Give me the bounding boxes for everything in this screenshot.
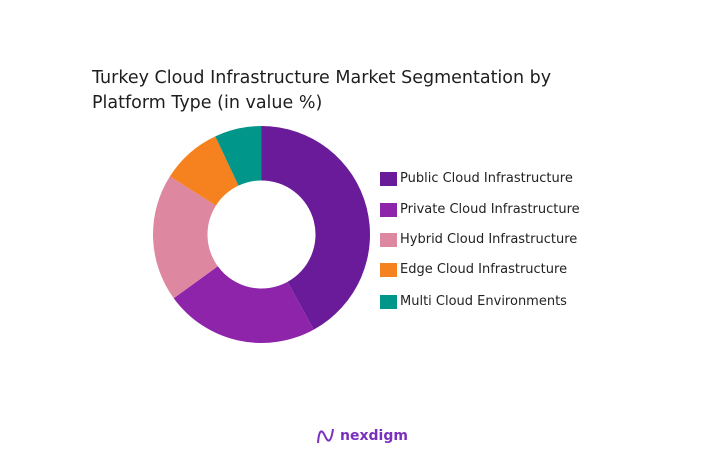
slice-hybrid-cloud-infrastructure: [153, 176, 218, 299]
legend-swatch: [380, 294, 397, 309]
slice-multi-cloud-environments: [215, 126, 262, 186]
legend-label: Hybrid Cloud Infrastructure: [400, 232, 578, 247]
legend-label: Private Cloud Infrastructure: [400, 202, 580, 217]
logo-text: nexdigm: [340, 428, 408, 444]
slice-public-cloud-infrastructure: [261, 126, 370, 330]
legend-label: Public Cloud Infrastructure: [400, 171, 573, 186]
legend-swatch: [380, 262, 397, 277]
legend-label: Edge Cloud Infrastructure: [400, 262, 568, 277]
legend-swatch: [380, 232, 397, 247]
slice-edge-cloud-infrastructure: [169, 136, 239, 206]
legend-swatch: [380, 171, 397, 186]
legend-swatch: [380, 202, 397, 217]
legend-item: Public Cloud Infrastructure: [380, 171, 573, 186]
nexdigm-logo-icon: [317, 428, 334, 444]
legend-item: Edge Cloud Infrastructure: [380, 262, 567, 277]
slice-private-cloud-infrastructure: [173, 266, 314, 344]
logo: nexdigm: [316, 427, 408, 445]
legend-item: Private Cloud Infrastructure: [380, 202, 580, 217]
legend-label: Multi Cloud Environments: [400, 294, 567, 309]
legend-item: Hybrid Cloud Infrastructure: [380, 232, 577, 247]
chart-title: Turkey Cloud Infrastructure Market Segme…: [92, 68, 552, 113]
legend-item: Multi Cloud Environments: [380, 294, 567, 309]
